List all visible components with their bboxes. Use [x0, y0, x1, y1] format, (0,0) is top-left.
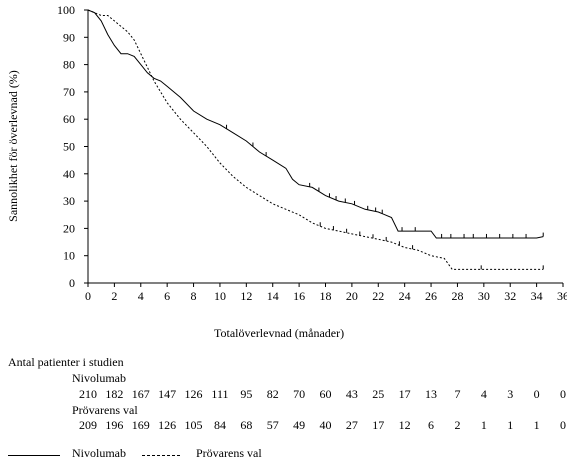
survival-curves	[87, 9, 544, 270]
survival-chart: 0 2 4 6 8 10 12 14 16 18 20 22 24 26 28 30 32 34 36 010203…	[6, 3, 567, 300]
x-axis-ticks: 0 2 4 6 8 10 12 14 16 18 20 22 24 26 28 30 32 34 36	[85, 283, 567, 300]
risk-count: 43	[345, 387, 358, 401]
censor-marks	[226, 124, 544, 270]
legend-line-dashed	[142, 455, 180, 456]
risk-count: 126	[158, 418, 177, 432]
risk-count: 210	[79, 387, 97, 401]
x-tick-label: 2	[111, 289, 117, 300]
risk-count: 3	[507, 387, 514, 401]
x-tick-label: 10	[214, 289, 226, 300]
risk-count: 27	[345, 418, 358, 432]
risk-count: 95	[240, 387, 253, 401]
x-tick-label: 36	[557, 289, 567, 300]
legend-label-nivolumab: Nivolumab	[72, 446, 126, 460]
risk-count: 1	[533, 418, 540, 432]
risk-count: 12	[398, 418, 411, 432]
risk-count: 57	[266, 418, 279, 432]
y-tick-label: 90	[63, 30, 75, 44]
legend-line-solid	[8, 455, 60, 456]
risk-count: 196	[105, 418, 124, 432]
risk-count: 17	[372, 418, 385, 432]
risk-count: 40	[319, 418, 332, 432]
risk-table-title: Antal patienter i studien	[8, 355, 124, 369]
risk-count: 2	[454, 418, 461, 432]
x-tick-label: 14	[267, 289, 279, 300]
y-tick-label: 50	[63, 140, 75, 154]
curve-nivolumab	[87, 9, 544, 239]
x-tick-label: 28	[451, 289, 463, 300]
y-tick-label: 80	[63, 58, 75, 72]
risk-count: 169	[131, 418, 150, 432]
x-tick-label: 22	[372, 289, 384, 300]
x-tick-label: 18	[320, 289, 332, 300]
risk-count: 82	[266, 387, 279, 401]
risk-row-label-nivolumab: Nivolumab	[72, 371, 126, 385]
y-tick-label: 0	[69, 276, 75, 290]
risk-count: 126	[184, 387, 203, 401]
risk-count: 0	[533, 387, 540, 401]
x-tick-label: 24	[399, 289, 411, 300]
risk-count: 0	[560, 387, 566, 401]
risk-row-nivolumab: 210 182 167 147 126 111 95 82 70 60 43 25 17 13 7 4 3 0 0	[0, 387, 567, 401]
x-tick-label: 0	[85, 289, 91, 300]
y-axis-ticks: 0 10 20 30 40 50 60 70 80 90 100	[57, 3, 88, 290]
x-tick-label: 34	[531, 289, 543, 300]
risk-count: 60	[319, 387, 332, 401]
y-tick-label: 40	[63, 167, 75, 181]
risk-count: 70	[293, 387, 306, 401]
x-tick-label: 30	[478, 289, 490, 300]
x-tick-label: 20	[346, 289, 358, 300]
risk-row-label-provarens-val: Prövarens val	[72, 403, 138, 417]
x-tick-label: 8	[191, 289, 197, 300]
y-axis-label: Sannolikhet för överlevnad (%)	[6, 70, 20, 222]
risk-count: 13	[425, 387, 438, 401]
y-tick-label: 60	[63, 112, 75, 126]
x-tick-label: 32	[504, 289, 516, 300]
x-tick-label: 12	[240, 289, 252, 300]
x-tick-label: 6	[164, 289, 170, 300]
risk-count: 49	[293, 418, 306, 432]
y-tick-label: 100	[57, 3, 75, 17]
y-tick-label: 10	[63, 249, 75, 263]
risk-count: 7	[454, 387, 461, 401]
legend-label-provarens-val: Prövarens val	[196, 446, 262, 460]
risk-count: 111	[211, 387, 229, 401]
risk-count: 147	[158, 387, 177, 401]
risk-count: 4	[480, 387, 487, 401]
risk-count: 209	[79, 418, 97, 432]
y-tick-label: 20	[63, 221, 75, 235]
risk-count: 1	[480, 418, 487, 432]
risk-count: 167	[131, 387, 150, 401]
x-axis-label: Totalöverlevnad (månader)	[214, 326, 345, 340]
risk-count: 1	[507, 418, 514, 432]
curve-provarens-val	[87, 9, 544, 270]
risk-count: 68	[240, 418, 253, 432]
risk-count: 6	[428, 418, 435, 432]
y-tick-label: 70	[63, 85, 75, 99]
risk-count: 17	[398, 387, 411, 401]
risk-count: 182	[105, 387, 124, 401]
x-tick-label: 26	[425, 289, 437, 300]
risk-row-provarens-val: 209 196 169 126 105 84 68 57 49 40 27 17 12 6 2 1 1 1 0	[0, 418, 567, 432]
risk-count: 105	[184, 418, 203, 432]
x-tick-label: 16	[293, 289, 305, 300]
x-tick-label: 4	[138, 289, 144, 300]
risk-count: 0	[560, 418, 566, 432]
risk-count: 25	[372, 387, 385, 401]
chart-axes	[87, 10, 563, 284]
y-tick-label: 30	[63, 194, 75, 208]
risk-count: 84	[213, 418, 226, 432]
